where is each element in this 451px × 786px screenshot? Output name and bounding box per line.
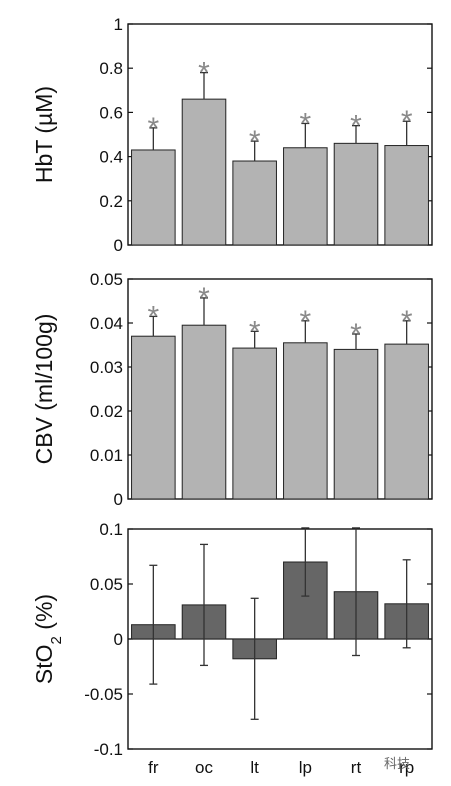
y-tick-label: 0.01 <box>90 446 123 465</box>
plot-frame <box>127 278 433 500</box>
y-tick-label: -0.05 <box>84 685 123 704</box>
y-tick-label: -0.1 <box>94 740 123 759</box>
y-tick-label: 0.05 <box>90 575 123 594</box>
significance-marker: * <box>350 110 362 143</box>
x-tick-label: lp <box>299 758 312 777</box>
bar-lt <box>232 347 277 500</box>
bar-oc <box>181 324 227 500</box>
y-tick-label: 0.2 <box>99 192 123 211</box>
significance-marker: * <box>198 57 210 90</box>
y-tick-label: 0.05 <box>90 270 123 289</box>
significance-marker: * <box>350 318 362 351</box>
y-tick-label: 0.1 <box>99 520 123 539</box>
bar-rt <box>333 142 379 246</box>
x-tick-label: fr <box>148 758 159 777</box>
bar-rp <box>384 145 429 246</box>
significance-marker: * <box>299 305 311 338</box>
significance-marker: * <box>147 300 159 333</box>
x-tick-label: oc <box>195 758 213 777</box>
significance-marker: * <box>198 282 210 315</box>
y-tick-label: 0 <box>114 236 123 255</box>
y-tick-label: 0.6 <box>99 103 123 122</box>
bar-rp <box>384 343 429 500</box>
bar-lt <box>232 160 277 246</box>
chart-panel-2: 0 0.01 0.02 0.03 0.04 0.05 * * * * * * CBV (ml/100g) <box>31 270 433 509</box>
y-axis-label: StO2 (%) <box>31 594 65 684</box>
y-axis-label: HbT (µM) <box>31 86 57 183</box>
significance-marker: * <box>147 112 159 145</box>
bar-fr <box>131 335 176 500</box>
y-tick-label: 0.4 <box>99 148 123 167</box>
y-tick-label: 1 <box>114 15 123 34</box>
plot-frame <box>127 23 433 246</box>
x-tick-label: rp <box>399 758 414 777</box>
significance-marker: * <box>249 315 261 348</box>
chart-panel-1: 0 0.2 0.4 0.6 0.8 1 * * * * * * HbT (µM) <box>31 15 433 255</box>
y-tick-label: 0.02 <box>90 402 123 421</box>
bar-fr <box>131 149 176 246</box>
y-axis-label: CBV (ml/100g) <box>31 314 57 465</box>
bar-lp <box>283 147 328 246</box>
y-tick-label: 0.8 <box>99 59 123 78</box>
bar-lp <box>283 342 328 500</box>
significance-marker: * <box>299 107 311 140</box>
significance-marker: * <box>249 125 261 158</box>
y-tick-label: 0 <box>114 490 123 509</box>
significance-marker: * <box>401 305 413 338</box>
significance-marker: * <box>401 105 413 138</box>
bar-rt <box>333 348 379 500</box>
chart-panel-3: -0.1 -0.05 0 0.05 0.1 fr oc lt lp rt rp StO2 (%) <box>31 520 433 777</box>
x-tick-label: lt <box>250 758 259 777</box>
y-tick-label: 0.04 <box>90 314 123 333</box>
x-tick-label: rt <box>351 758 362 777</box>
y-tick-label: 0.03 <box>90 358 123 377</box>
y-tick-label: 0 <box>114 630 123 649</box>
bar-oc <box>181 98 227 246</box>
watermark-text: 科技 <box>384 756 410 771</box>
